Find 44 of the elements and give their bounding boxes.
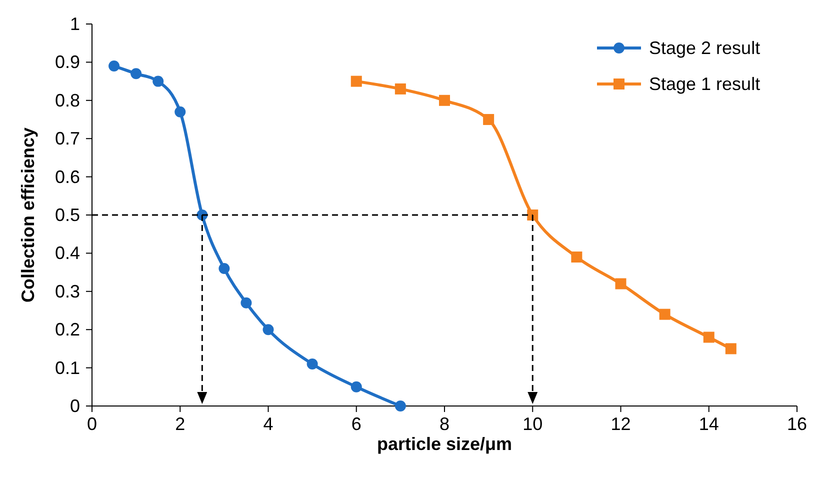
- point: [306, 358, 318, 370]
- point: [703, 332, 714, 343]
- y-tick-label: 0.4: [54, 243, 80, 264]
- y-tick-label: 0.7: [54, 128, 80, 149]
- x-tick-label: 8: [439, 414, 450, 434]
- legend-label: Stage 2 result: [649, 38, 760, 58]
- y-tick-label: 0.3: [54, 281, 80, 302]
- point: [240, 297, 252, 308]
- point: [174, 106, 186, 118]
- y-tick-label: 1: [70, 14, 80, 34]
- y-tick-label: 0.5: [54, 205, 80, 225]
- point: [152, 76, 164, 87]
- point: [130, 68, 142, 80]
- point: [439, 94, 450, 106]
- x-tick-label: 2: [175, 414, 186, 434]
- y-tick-label: 0.6: [54, 166, 80, 187]
- point: [350, 76, 362, 87]
- y-tick-label: 0.2: [54, 320, 80, 340]
- x-tick-label: 16: [786, 414, 808, 434]
- point: [350, 381, 362, 392]
- y-tick-label: 0.9: [54, 52, 80, 72]
- point: [725, 343, 736, 354]
- point: [108, 60, 120, 72]
- x-tick-label: 0: [86, 414, 98, 434]
- y-axis-title: Collection efficiency: [18, 127, 38, 303]
- y-tick-label: 0.1: [54, 358, 80, 378]
- point: [527, 210, 538, 220]
- point: [394, 400, 406, 412]
- x-tick-label: 4: [263, 414, 274, 434]
- point: [483, 114, 494, 125]
- point: [615, 278, 626, 290]
- point: [262, 324, 274, 336]
- y-tick-label: 0: [70, 396, 80, 416]
- y-tick-label: 0.8: [54, 90, 80, 110]
- point: [571, 252, 582, 263]
- x-tick-label: 12: [610, 414, 631, 434]
- point: [659, 308, 670, 320]
- x-tick-label: 10: [522, 414, 543, 434]
- x-tick-label: 6: [351, 414, 362, 434]
- legend-label: Stage 1 result: [649, 74, 760, 94]
- point: [218, 262, 230, 274]
- x-axis-title: particle size/μm: [376, 434, 512, 454]
- x-tick-label: 14: [698, 414, 719, 434]
- point: [394, 83, 406, 94]
